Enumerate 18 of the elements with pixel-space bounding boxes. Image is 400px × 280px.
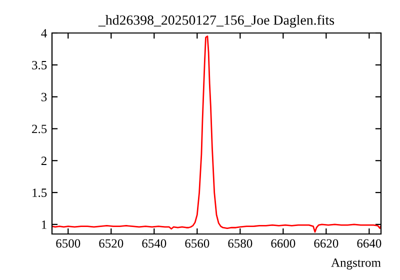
y-tick-label: 4 [41,29,47,38]
x-tick-label: 6520 [99,239,124,248]
y-tick-label: 2.5 [32,124,47,134]
chart-title: _hd26398_20250127_156_Joe Daglen.fits [98,14,334,28]
y-tick-label: 1.5 [32,188,47,198]
y-tick-label: 3.5 [32,60,47,70]
x-tick-label: 6500 [56,239,80,248]
x-tick-label: 6600 [271,239,296,248]
y-tick-label: 3 [41,92,47,102]
y-tick-label: 2 [41,156,46,165]
x-axis-title: Angstrom [331,258,381,270]
y-tick-label: 1 [42,220,46,229]
x-tick-label: 6620 [314,239,338,248]
x-tick-label: 6560 [185,239,210,248]
x-tick-label: 6640 [357,239,382,248]
x-tick-label: 6540 [142,239,166,248]
line-series [52,35,381,233]
x-tick-label: 6580 [228,239,252,248]
